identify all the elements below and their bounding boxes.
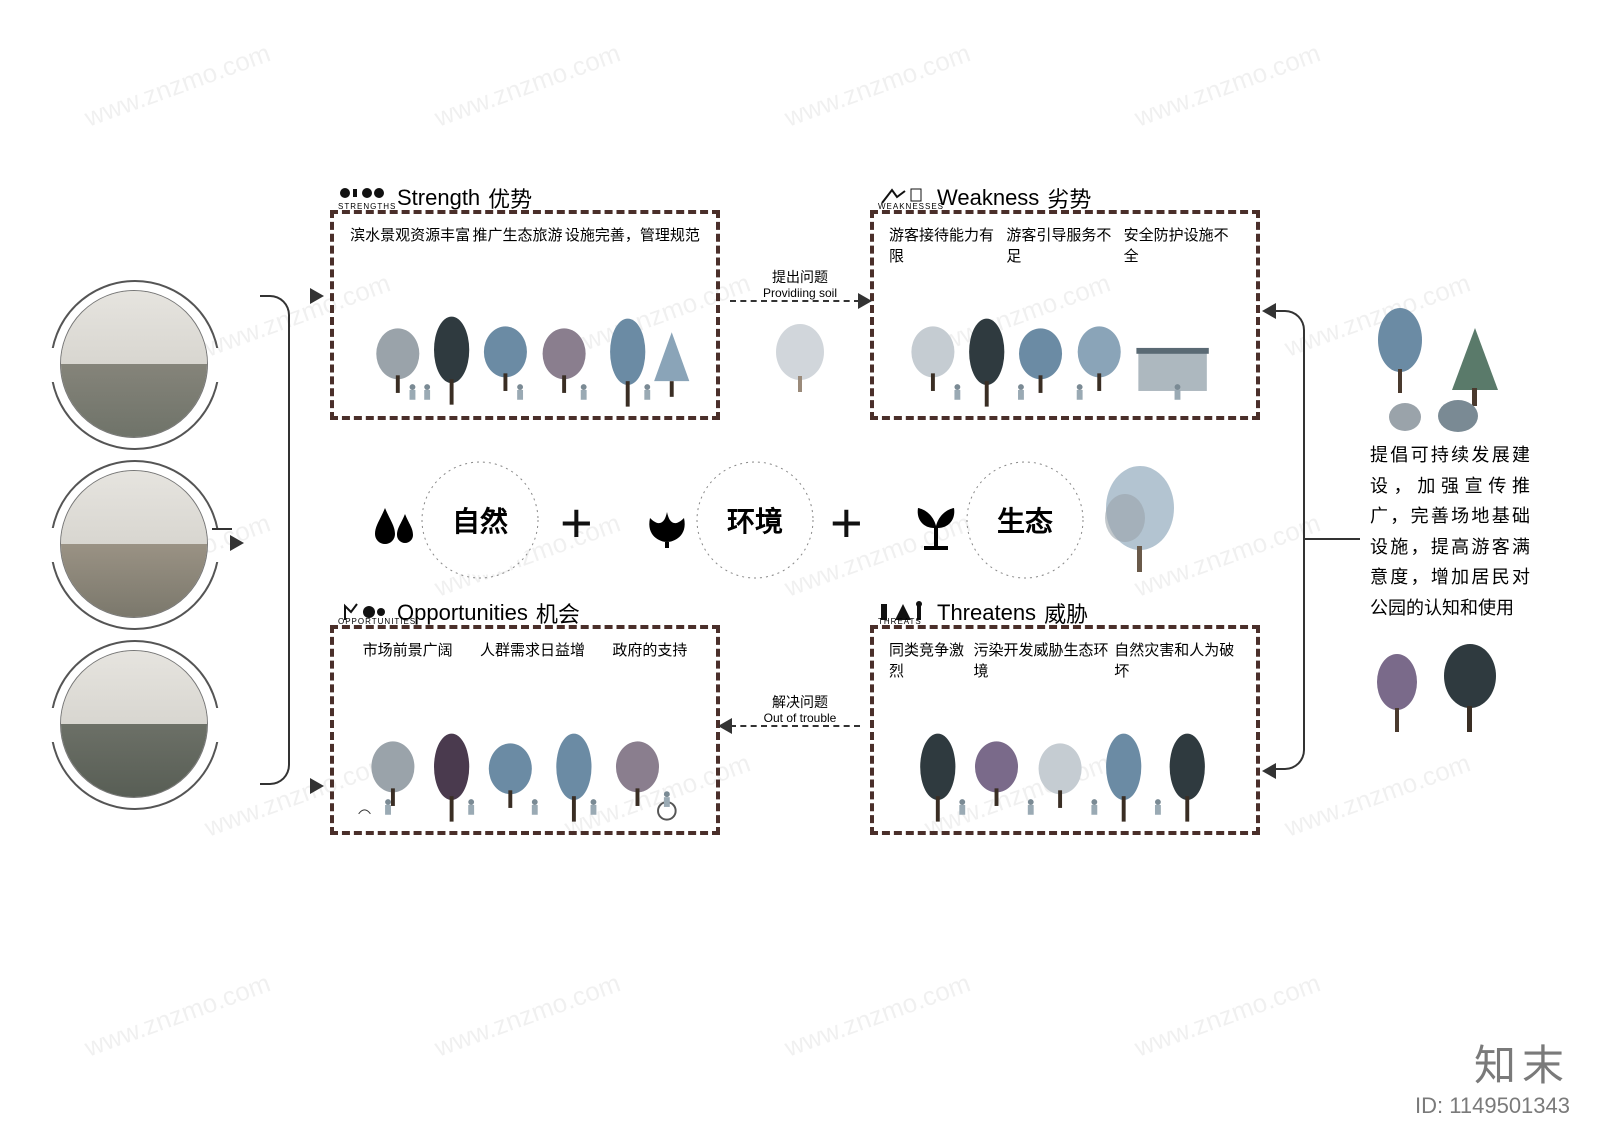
icon-small-label: STRENGTHS	[338, 202, 396, 211]
site-photo-3	[60, 650, 208, 798]
title-cn: 机会	[536, 597, 580, 629]
plus-icon: +	[830, 490, 863, 555]
arrow-to-opportunities	[310, 778, 324, 794]
swot-threatens: Threatens 威胁 THREATS 同类竞争激烈 污染开发威胁生态环境 自…	[870, 625, 1260, 835]
arrow-head	[858, 293, 872, 309]
watermark: www.znzmo.com	[431, 968, 625, 1064]
water-icon	[370, 500, 420, 560]
concept-environment: 环境	[700, 465, 810, 575]
icon-small-label: THREATS	[878, 617, 922, 626]
icon-small-label: OPPORTUNITIES	[338, 617, 416, 626]
summary-text: 提倡可持续发展建设，加强宣传推广，完善场地基础设施，提高游客满意度，增加居民对公…	[1370, 440, 1530, 624]
watermark: www.znzmo.com	[1281, 748, 1475, 844]
mini-tree	[1370, 305, 1430, 400]
watermark: www.znzmo.com	[781, 38, 975, 134]
icon-small-label: WEAKNESSES	[878, 202, 944, 211]
concept-label: 自然	[452, 500, 508, 540]
watermark: www.znzmo.com	[81, 968, 275, 1064]
label: 市场前景广阔	[363, 639, 453, 660]
brand-id: ID: 1149501343	[1415, 1093, 1570, 1119]
flow-en: Out of trouble	[745, 711, 855, 727]
flow-en: Providiing soil	[745, 286, 855, 302]
decor-tree	[1095, 460, 1185, 580]
bracket-left	[260, 295, 290, 785]
label: 设施完善，管理规范	[565, 224, 700, 245]
site-photo-2	[60, 470, 208, 618]
arrow-head	[718, 718, 732, 734]
sub-labels: 市场前景广阔 人群需求日益增 政府的支持	[334, 639, 716, 660]
label: 人群需求日益增	[480, 639, 585, 660]
title-cn: 威胁	[1044, 597, 1088, 629]
arrow-to-threatens	[1262, 763, 1276, 779]
arrow-to-strength	[310, 288, 324, 304]
concept-label: 环境	[727, 500, 783, 540]
bracket-right	[1275, 310, 1305, 770]
title-cn: 劣势	[1047, 182, 1091, 214]
swot-opportunities: Opportunities 机会 OPPORTUNITIES 市场前景广阔 人群…	[330, 625, 720, 835]
mini-shrub	[1385, 395, 1425, 435]
scene-illustration	[344, 254, 706, 411]
brand-name: 知末	[1415, 1032, 1570, 1093]
scene-illustration	[344, 669, 706, 826]
swot-strength: Strength 优势 STRENGTHS 滨水景观资源丰富 推广生态旅游 设施…	[330, 210, 720, 420]
mini-tree	[1370, 650, 1425, 740]
decor-tree	[770, 320, 830, 400]
watermark: www.znzmo.com	[1131, 968, 1325, 1064]
leaf-icon	[640, 500, 694, 560]
title-en: Opportunities	[397, 600, 528, 626]
watermark: www.znzmo.com	[431, 38, 625, 134]
plus-icon: +	[560, 490, 593, 555]
footer-brand: 知末 ID: 1149501343	[1415, 1032, 1570, 1119]
title-cn: 优势	[488, 182, 532, 214]
watermark: www.znzmo.com	[781, 968, 975, 1064]
arrow-to-weakness	[1262, 303, 1276, 319]
sprout-icon	[910, 498, 962, 560]
connector	[212, 528, 232, 530]
scene-illustration	[884, 669, 1246, 826]
watermark: www.znzmo.com	[1131, 38, 1325, 134]
title-en: Strength	[397, 185, 480, 211]
flow-label-bottom: 解决问题 Out of trouble	[745, 693, 855, 727]
flow-label-top: 提出问题 Providiing soil	[745, 268, 855, 302]
concept-label: 生态	[997, 500, 1053, 540]
swot-weakness: Weakness 劣势 WEAKNESSES 游客接待能力有限 游客引导服务不足…	[870, 210, 1260, 420]
mini-shrub	[1435, 390, 1481, 436]
concept-nature: 自然	[425, 465, 535, 575]
mini-tree	[1435, 640, 1505, 740]
watermark: www.znzmo.com	[81, 38, 275, 134]
flow-cn: 解决问题	[745, 693, 855, 711]
label: 滨水景观资源丰富	[350, 224, 470, 245]
flow-cn: 提出问题	[745, 268, 855, 286]
site-photo-1	[60, 290, 208, 438]
sub-labels: 滨水景观资源丰富 推广生态旅游 设施完善，管理规范	[334, 224, 716, 245]
connector	[1305, 538, 1360, 540]
title-en: Weakness	[937, 185, 1039, 211]
label: 推广生态旅游	[472, 224, 562, 245]
scene-illustration	[884, 254, 1246, 411]
label: 政府的支持	[612, 639, 687, 660]
concept-ecology: 生态	[970, 465, 1080, 575]
title-en: Threatens	[937, 600, 1036, 626]
arrow-right-main	[230, 535, 244, 551]
